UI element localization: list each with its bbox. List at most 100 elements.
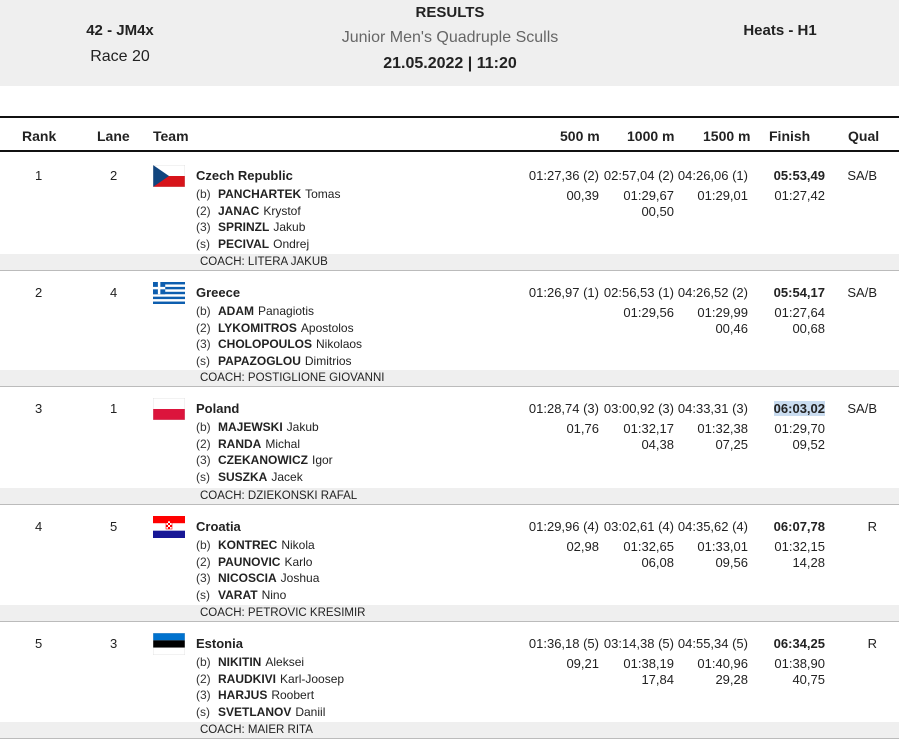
m500-split-value: 01:27,36 (2): [528, 168, 599, 183]
crew-firstname: Nino: [261, 587, 287, 602]
crew-seat: (3): [196, 571, 211, 585]
m1000-split-value: 02:56,53 (1): [603, 285, 674, 300]
col-1500m: 1500 m: [703, 128, 751, 144]
crew-member: (2) RAUDKIVI Karl-Joosep: [196, 672, 344, 686]
czech-flag-icon: [153, 165, 185, 187]
crew-firstname: Krystof: [263, 203, 301, 218]
crew-lastname: PANCHARTEK: [218, 187, 302, 201]
m1000-split-value: 02:57,04 (2): [603, 168, 674, 183]
crew-firstname: Roobert: [271, 688, 315, 702]
finish-split-value: 14,28: [792, 555, 825, 570]
m500-split-value: 01:36,18 (5): [528, 636, 599, 651]
crew-firstname: Aleksei: [265, 655, 305, 669]
crew-member: (3) CHOLOPOULOS Nikolaos: [196, 337, 362, 351]
crew-lastname: HARJUS: [218, 688, 268, 702]
results-header: 42 - JM4x Race 20 RESULTS Junior Men's Q…: [0, 0, 899, 86]
race-round: Heats - H1: [743, 22, 817, 39]
crew-member: (b) KONTREC Nikola: [196, 538, 315, 552]
finish-split-value: 00,68: [792, 321, 825, 336]
crew-firstname: Joshua: [280, 571, 320, 585]
crew-firstname: Tomas: [305, 187, 341, 201]
rank-value: 3: [35, 401, 43, 416]
crew-member: (2) RANDA Michal: [196, 437, 300, 451]
team-name: Croatia: [196, 519, 241, 534]
m1000-split-value: 17,84: [641, 672, 674, 687]
lane-value: 1: [110, 401, 118, 416]
crew-member: (2) LYKOMITROS Apostolos: [196, 321, 354, 335]
crew-seat: (3): [196, 688, 211, 702]
m1500-split-value: 00,46: [715, 321, 748, 336]
crew-lastname: PAPAZOGLOU: [218, 353, 301, 368]
crew-seat: (b): [196, 538, 211, 552]
finish-split-value: 01:29,70: [774, 420, 825, 436]
finish-split-value: 40,75: [792, 672, 825, 687]
greece-flag-icon: [153, 282, 185, 304]
coach-bar: COACH: LITERA JAKUB: [0, 254, 899, 271]
crew-member: (b) PANCHARTEK Tomas: [196, 187, 340, 201]
race-datetime: 21.05.2022 | 11:20: [383, 55, 517, 72]
lane-value: 3: [110, 636, 118, 651]
m500-split-value: 01,76: [566, 420, 599, 436]
crew-member: (2) PAUNOVIC Karlo: [196, 555, 312, 569]
m1500-split-value: 01:40,96: [697, 655, 748, 671]
table-row: 2 4 Greece (b) ADAM Panagiotis (2) LYKOMITROS Ap…: [0, 272, 899, 388]
crew-lastname: NICOSCIA: [218, 571, 277, 585]
crew-firstname: Ondrej: [273, 236, 310, 251]
crew-lastname: JANAC: [218, 203, 260, 218]
finish-split-value: 01:38,90: [774, 655, 825, 671]
race-number: Race 20: [90, 48, 150, 65]
finish-split-value: 01:32,15: [774, 538, 825, 554]
m1000-split-value: 03:02,61 (4): [603, 519, 674, 534]
m500-split-value: 09,21: [566, 655, 599, 671]
rank-value: 1: [35, 168, 43, 183]
crew-firstname: Apostolos: [300, 320, 354, 335]
m1500-split-value: 04:26,06 (1): [677, 168, 748, 183]
crew-lastname: SVETLANOV: [218, 704, 292, 719]
crew-lastname: MAJEWSKI: [218, 420, 283, 434]
crew-lastname: RANDA: [218, 436, 262, 451]
col-lane: Lane: [97, 128, 130, 144]
m1000-split-value: 01:38,19: [623, 655, 674, 671]
crew-seat: (s): [196, 236, 210, 251]
croatia-flag-icon: [153, 516, 185, 538]
finish-split-value: 01:27,42: [774, 187, 825, 203]
crew-firstname: Nikolaos: [316, 337, 363, 351]
m1500-split-value: 04:26,52 (2): [677, 285, 748, 300]
crew-member: (s) SVETLANOV Daniil: [196, 705, 325, 719]
m500-split-value: 01:29,96 (4): [528, 519, 599, 534]
coach-name: COACH: DZIEKONSKI RAFAL: [200, 490, 358, 502]
crew-firstname: Dimitrios: [304, 353, 352, 368]
coach-name: COACH: LITERA JAKUB: [200, 256, 328, 268]
crew-member: (s) VARAT Nino: [196, 588, 286, 602]
coach-bar: COACH: POSTIGLIONE GIOVANNI: [0, 370, 899, 387]
m1000-split-value: 01:32,17: [623, 420, 674, 436]
finish-split-value: 06:03,02: [773, 401, 825, 416]
m500-split-value: 02,98: [566, 538, 599, 554]
crew-firstname: Jakub: [273, 220, 306, 234]
crew-firstname: Jakub: [286, 420, 319, 434]
crew-lastname: PECIVAL: [218, 236, 270, 251]
table-row: 4 5 Croatia (b) KONTREC Nikola (2) PAUNOVIC Karl…: [0, 506, 899, 623]
event-code: 42 - JM4x: [86, 22, 154, 39]
crew-seat: (s): [196, 353, 210, 368]
crew-seat: (3): [196, 337, 211, 351]
rank-value: 5: [35, 636, 43, 651]
crew-member: (2) JANAC Krystof: [196, 204, 301, 218]
col-qual: Qual: [848, 128, 880, 144]
crew-seat: (s): [196, 704, 210, 719]
m500-split-value: 01:28,74 (3): [528, 401, 599, 416]
table-row: 1 2 Czech Republic (b) PANCHARTEK Tomas (2) JAN…: [0, 155, 899, 272]
qual-value: SA/B: [847, 401, 877, 416]
coach-name: COACH: POSTIGLIONE GIOVANNI: [200, 372, 385, 384]
crew-member: (3) HARJUS Roobert: [196, 688, 314, 702]
team-name: Czech Republic: [196, 168, 293, 183]
m1500-split-value: 04:33,31 (3): [677, 401, 748, 416]
crew-member: (b) ADAM Panagiotis: [196, 304, 314, 318]
m1500-split-value: 01:33,01: [697, 538, 748, 554]
m1000-split-value: 03:14,38 (5): [603, 636, 674, 651]
table-row: 5 3 Estonia (b) NIKITIN Aleksei (2) RAUDKIVI Kar…: [0, 623, 899, 740]
crew-member: (s) SUSZKA Jacek: [196, 470, 303, 484]
team-name: Poland: [196, 401, 240, 416]
qual-value: SA/B: [847, 168, 877, 183]
m1500-split-value: 01:29,01: [697, 187, 748, 203]
